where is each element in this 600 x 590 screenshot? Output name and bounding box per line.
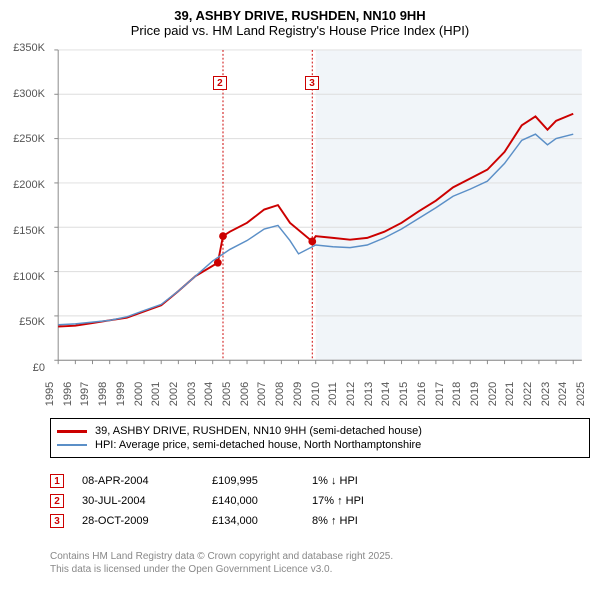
x-axis-label: 2006	[239, 382, 251, 406]
y-axis-label: £100K	[13, 271, 45, 283]
x-axis-label: 2011	[327, 382, 339, 406]
x-axis-label: 2008	[274, 382, 286, 406]
y-axis-label: £150K	[13, 225, 45, 237]
footer: Contains HM Land Registry data © Crown c…	[50, 550, 590, 576]
x-axis-label: 2023	[540, 382, 552, 406]
event-marker: 1	[50, 474, 64, 488]
x-axis-label: 2017	[434, 382, 446, 406]
legend: 39, ASHBY DRIVE, RUSHDEN, NN10 9HH (semi…	[50, 418, 590, 458]
legend-item: 39, ASHBY DRIVE, RUSHDEN, NN10 9HH (semi…	[57, 425, 583, 437]
event-marker: 2	[50, 494, 64, 508]
x-axis-label: 2009	[292, 382, 304, 406]
x-axis-label: 2000	[133, 382, 145, 406]
y-axis-label: £350K	[13, 42, 45, 54]
events-table: 1 08-APR-2004£109,9951% ↓ HPI 2 30-JUL-2004…	[50, 468, 590, 534]
legend-item: HPI: Average price, semi-detached house,…	[57, 439, 583, 451]
x-axis-label: 1998	[97, 382, 109, 406]
x-axis-label: 2014	[380, 382, 392, 406]
x-axis-label: 1997	[79, 382, 91, 406]
event-date: 28-OCT-2009	[82, 515, 212, 527]
event-delta: 17% ↑ HPI	[312, 495, 402, 507]
x-axis-label: 1996	[62, 382, 74, 406]
y-axis-label: £300K	[13, 88, 45, 100]
event-date: 30-JUL-2004	[82, 495, 212, 507]
y-axis-label: £200K	[13, 179, 45, 191]
x-axis-label: 2024	[557, 382, 569, 406]
legend-swatch	[57, 444, 87, 446]
y-axis-label: £250K	[13, 133, 45, 145]
event-marker: 3	[50, 514, 64, 528]
x-axis-label: 2002	[168, 382, 180, 406]
x-axis-label: 2001	[150, 382, 162, 406]
x-axis-label: 2012	[345, 382, 357, 406]
event-delta: 8% ↑ HPI	[312, 515, 402, 527]
x-axis-label: 2013	[363, 382, 375, 406]
x-axis-label: 2003	[186, 382, 198, 406]
event-row: 2 30-JUL-2004£140,00017% ↑ HPI	[50, 494, 590, 508]
x-axis-label: 2021	[504, 382, 516, 406]
event-row: 1 08-APR-2004£109,9951% ↓ HPI	[50, 474, 590, 488]
chart-container: 39, ASHBY DRIVE, RUSHDEN, NN10 9HH Price…	[0, 0, 600, 590]
chart-marker-3: 3	[305, 76, 319, 90]
x-axis-label: 2018	[451, 382, 463, 406]
x-axis-label: 1995	[44, 382, 56, 406]
event-price: £140,000	[212, 495, 312, 507]
legend-label: HPI: Average price, semi-detached house,…	[95, 439, 421, 451]
event-date: 08-APR-2004	[82, 475, 212, 487]
footer-line1: Contains HM Land Registry data © Crown c…	[50, 550, 590, 563]
event-delta: 1% ↓ HPI	[312, 475, 402, 487]
x-axis-label: 1999	[115, 382, 127, 406]
chart-svg	[50, 48, 590, 368]
y-axis-label: £50K	[19, 316, 45, 328]
x-axis-label: 2015	[398, 382, 410, 406]
x-axis-label: 2022	[522, 382, 534, 406]
x-axis-label: 2004	[203, 382, 215, 406]
chart-marker-2: 2	[213, 76, 227, 90]
y-axis-label: £0	[33, 362, 45, 374]
event-row: 3 28-OCT-2009£134,0008% ↑ HPI	[50, 514, 590, 528]
title-subtitle: Price paid vs. HM Land Registry's House …	[0, 23, 600, 38]
x-axis-label: 2016	[416, 382, 428, 406]
chart-area: £0£50K£100K£150K£200K£250K£300K£350K 199…	[50, 48, 590, 368]
footer-line2: This data is licensed under the Open Gov…	[50, 563, 590, 576]
x-axis-label: 2020	[487, 382, 499, 406]
event-price: £109,995	[212, 475, 312, 487]
legend-swatch	[57, 430, 87, 433]
title-block: 39, ASHBY DRIVE, RUSHDEN, NN10 9HH Price…	[0, 0, 600, 42]
x-axis-label: 2007	[256, 382, 268, 406]
x-axis-label: 2010	[310, 382, 322, 406]
title-address: 39, ASHBY DRIVE, RUSHDEN, NN10 9HH	[0, 8, 600, 23]
x-axis-label: 2005	[221, 382, 233, 406]
event-price: £134,000	[212, 515, 312, 527]
x-axis-label: 2025	[575, 382, 587, 406]
legend-label: 39, ASHBY DRIVE, RUSHDEN, NN10 9HH (semi…	[95, 425, 422, 437]
x-axis-label: 2019	[469, 382, 481, 406]
